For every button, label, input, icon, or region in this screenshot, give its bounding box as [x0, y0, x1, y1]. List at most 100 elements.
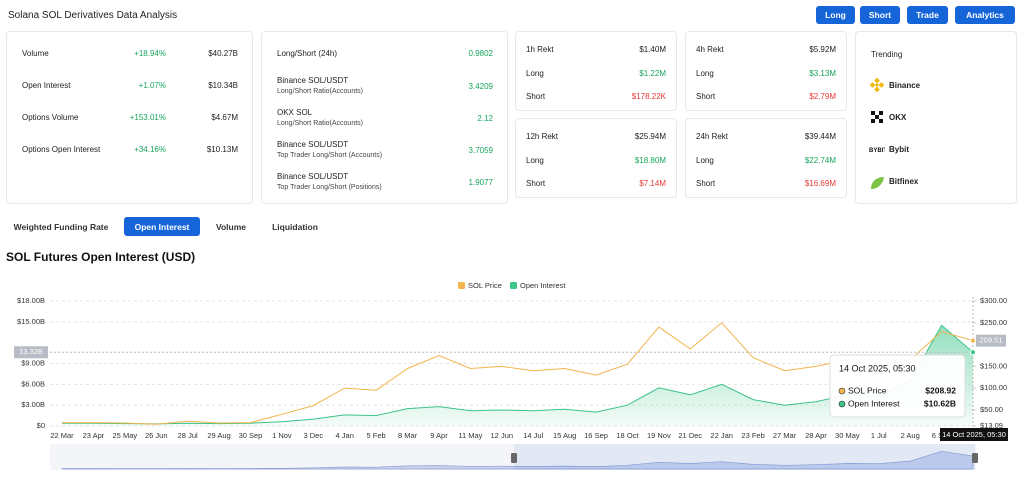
- x-tick-label: 16 Sep: [584, 431, 608, 440]
- x-tick-label: 23 Feb: [741, 431, 764, 440]
- navigator-handle[interactable]: [972, 453, 978, 463]
- tooltip-dot: [838, 400, 846, 408]
- rekt-total: $25.94M: [634, 132, 666, 141]
- x-tick-label: 22 Mar: [50, 431, 74, 440]
- rekt-short-label: Short: [696, 179, 716, 188]
- exchange-name[interactable]: Binance: [889, 81, 921, 90]
- stat-value: $4.67M: [211, 113, 238, 122]
- series-line: [62, 322, 974, 425]
- nav-button[interactable]: Analytics: [955, 6, 1015, 24]
- rekt-total: $5.92M: [809, 45, 836, 54]
- stat-label: Options Open Interest: [22, 145, 101, 154]
- nav-button[interactable]: Short: [860, 6, 900, 24]
- tooltip-name: Open Interest: [848, 398, 900, 408]
- ratio-label: Binance SOL/USDT: [277, 76, 349, 85]
- binance-icon: [870, 78, 884, 92]
- exchange-name[interactable]: OKX: [889, 113, 907, 122]
- hover-point: [970, 349, 976, 356]
- rekt-short: $7.14M: [639, 179, 666, 188]
- tooltip-value: $10.62B: [924, 398, 956, 408]
- x-tick-label: 14 Jul: [523, 431, 543, 440]
- area: [62, 325, 973, 426]
- exchange-name[interactable]: Bybit: [889, 145, 909, 154]
- rekt-label: 1h Rekt: [526, 45, 554, 54]
- nav-button[interactable]: Long: [816, 6, 855, 24]
- rekt-long-label: Long: [526, 69, 544, 78]
- page-title: Solana SOL Derivatives Data Analysis: [8, 10, 178, 21]
- stat-label: Open Interest: [22, 81, 71, 90]
- stat-label: Options Volume: [22, 113, 79, 122]
- rekt-card: 12h Rekt $25.94M Long $18.80M Short $7.14M: [515, 118, 677, 198]
- crosshair-y-bg: [14, 346, 48, 359]
- rekt-label: 4h Rekt: [696, 45, 724, 54]
- tooltip-dot: [838, 387, 846, 395]
- x-tick-label: 2 Aug: [901, 431, 920, 440]
- trending-title: Trending: [871, 50, 903, 59]
- ratio-sublabel: Long/Short Ratio(Accounts): [277, 120, 363, 127]
- legend-swatch: [458, 282, 465, 289]
- stat-value: $10.13M: [206, 145, 238, 154]
- tooltip-name: SOL Price: [848, 385, 887, 395]
- ratio-label: Binance SOL/USDT: [277, 172, 349, 181]
- x-tick-label: 22 Jan: [710, 431, 733, 440]
- chart: SOL Futures Open Interest (USD) $0 $3.00B…: [6, 250, 1008, 470]
- stat-change: +34.16%: [134, 145, 166, 154]
- chart-tab[interactable]: Volume: [215, 221, 247, 232]
- x-tick-label: 8 Mar: [398, 431, 418, 440]
- x-tick-label: 15 Aug: [553, 431, 576, 440]
- rekt-short-label: Short: [526, 92, 546, 101]
- x-tick-label: 26 Jun: [145, 431, 168, 440]
- x-tick-label: 3 Dec: [304, 431, 324, 440]
- trending-card: Trending BYBIT Binance OKX Bybit Bitfinex: [855, 31, 1017, 204]
- rekt-card: 1h Rekt $1.40M Long $1.22M Short $178.22K: [515, 31, 677, 111]
- crosshair-y2-bg: [976, 334, 1006, 347]
- rekt-label: 12h Rekt: [526, 132, 559, 141]
- x-tick-label: 27 Mar: [773, 431, 797, 440]
- x-tick-label: 9 Apr: [430, 431, 448, 440]
- ratio-label: OKX SOL: [277, 108, 313, 117]
- rekt-label: 24h Rekt: [696, 132, 729, 141]
- chart-tab[interactable]: Open Interest: [124, 217, 200, 236]
- exchange-name[interactable]: Bitfinex: [889, 177, 919, 186]
- crosshair-x-bg: [940, 428, 1008, 441]
- y-tick-label: $6.00B: [21, 379, 45, 388]
- legend-label: Open Interest: [520, 281, 566, 290]
- y2-tick-label: $300.00: [980, 296, 1007, 305]
- y2-tick-label: $50.00: [980, 405, 1003, 414]
- rekt-short: $178.22K: [631, 92, 666, 101]
- rekt-card: 24h Rekt $39.44M Long $22.74M Short $16.69M: [685, 118, 847, 198]
- x-tick-label: 23 Apr: [83, 431, 105, 440]
- rekt-short-label: Short: [696, 92, 716, 101]
- stat-change: +1.07%: [138, 81, 166, 90]
- tooltip-title: 14 Oct 2025, 05:30: [839, 363, 916, 373]
- chart-title: SOL Futures Open Interest (USD): [6, 250, 195, 264]
- x-tick-label: 28 Apr: [805, 431, 827, 440]
- crosshair-y-label: 13.32B: [19, 347, 43, 356]
- rekt-short: $16.69M: [804, 179, 836, 188]
- tooltip: 14 Oct 2025, 05:30 SOL Price $208.92 Open I…: [829, 354, 966, 418]
- navigator-handle[interactable]: [511, 453, 517, 463]
- rekt-long: $18.80M: [634, 156, 666, 165]
- crosshair-y2-label: 209.51: [980, 336, 1003, 345]
- chart-tab[interactable]: Weighted Funding Rate: [13, 221, 109, 232]
- bybit-icon: BYBIT: [869, 148, 885, 153]
- x-tick-label: 29 Aug: [207, 431, 230, 440]
- nav-button[interactable]: Trade: [907, 6, 948, 24]
- chart-tab[interactable]: Liquidation: [272, 221, 318, 232]
- ratio-label: Binance SOL/USDT: [277, 140, 349, 149]
- stats-card: Volume +18.94% $40.27B Open Interest +1.07% $…: [6, 31, 253, 204]
- y-tick-label: $0: [37, 421, 45, 430]
- rekt-long: $22.74M: [804, 156, 836, 165]
- x-tick-label: 5 Feb: [367, 431, 386, 440]
- okx-icon: [871, 111, 883, 123]
- x-tick-label: 30 May: [835, 431, 860, 440]
- x-tick-label: 4 Jan: [336, 431, 354, 440]
- x-tick-label: 25 May: [113, 431, 138, 440]
- y-tick-label: $15.00B: [17, 317, 45, 326]
- x-tick-label: 19 Nov: [647, 431, 671, 440]
- bitfinex-icon: [871, 177, 884, 189]
- legend-swatch: [510, 282, 517, 289]
- y2-tick-label: $100.00: [980, 383, 1007, 392]
- y-tick-label: $9.00B: [21, 358, 45, 367]
- svg-text:BYBIT: BYBIT: [869, 148, 885, 153]
